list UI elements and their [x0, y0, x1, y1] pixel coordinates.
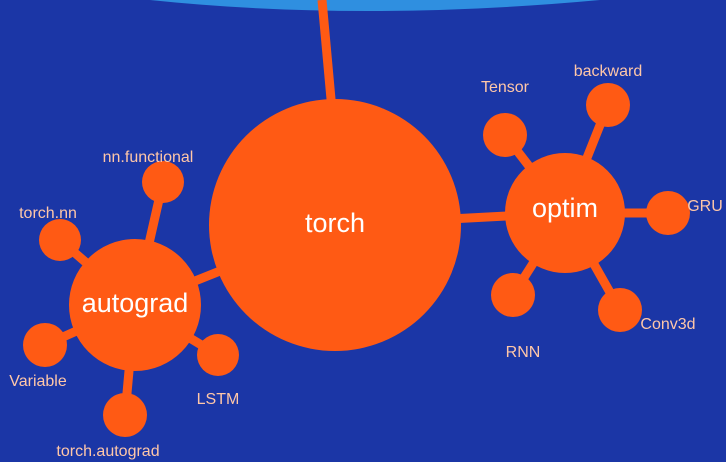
- node: [69, 239, 201, 371]
- node: [646, 191, 690, 235]
- edge: [317, 0, 337, 111]
- node: [505, 153, 625, 273]
- node: [209, 99, 461, 351]
- leaf-label: Tensor: [481, 79, 530, 96]
- leaf-label: RNN: [506, 344, 541, 361]
- node-label: torch: [305, 208, 365, 238]
- node: [103, 393, 147, 437]
- leaf-label: Conv3d: [640, 316, 695, 333]
- node-label: autograd: [82, 288, 189, 318]
- node: [598, 288, 642, 332]
- node: [491, 273, 535, 317]
- node: [483, 113, 527, 157]
- leaf-label: LSTM: [197, 391, 240, 408]
- leaf-label: torch.autograd: [56, 443, 159, 460]
- node-label: optim: [532, 193, 598, 223]
- leaf-label: GRU: [687, 198, 723, 215]
- node: [197, 334, 239, 376]
- top-arc: [150, 0, 600, 11]
- leaf-label: backward: [574, 63, 642, 80]
- leaf-label: torch.nn: [19, 205, 77, 222]
- node: [586, 83, 630, 127]
- node: [142, 161, 184, 203]
- leaf-label: Variable: [9, 373, 67, 390]
- node: [39, 219, 81, 261]
- node: [23, 323, 67, 367]
- leaf-label: nn.functional: [103, 149, 194, 166]
